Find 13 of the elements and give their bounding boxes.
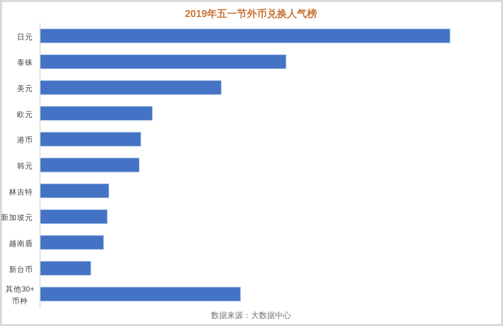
bar <box>40 158 140 172</box>
source-note: 数据来源：大数据中心 <box>211 311 291 320</box>
bar <box>40 80 222 95</box>
bar <box>40 28 450 44</box>
bar <box>40 260 92 276</box>
bar <box>40 106 153 121</box>
bar <box>40 132 142 146</box>
bar <box>40 209 108 224</box>
bar <box>40 286 241 302</box>
chart-title: 2019年五一节外币兑换人气榜 <box>184 8 318 20</box>
bar <box>40 235 104 250</box>
bar <box>40 184 110 198</box>
bar <box>40 54 286 70</box>
